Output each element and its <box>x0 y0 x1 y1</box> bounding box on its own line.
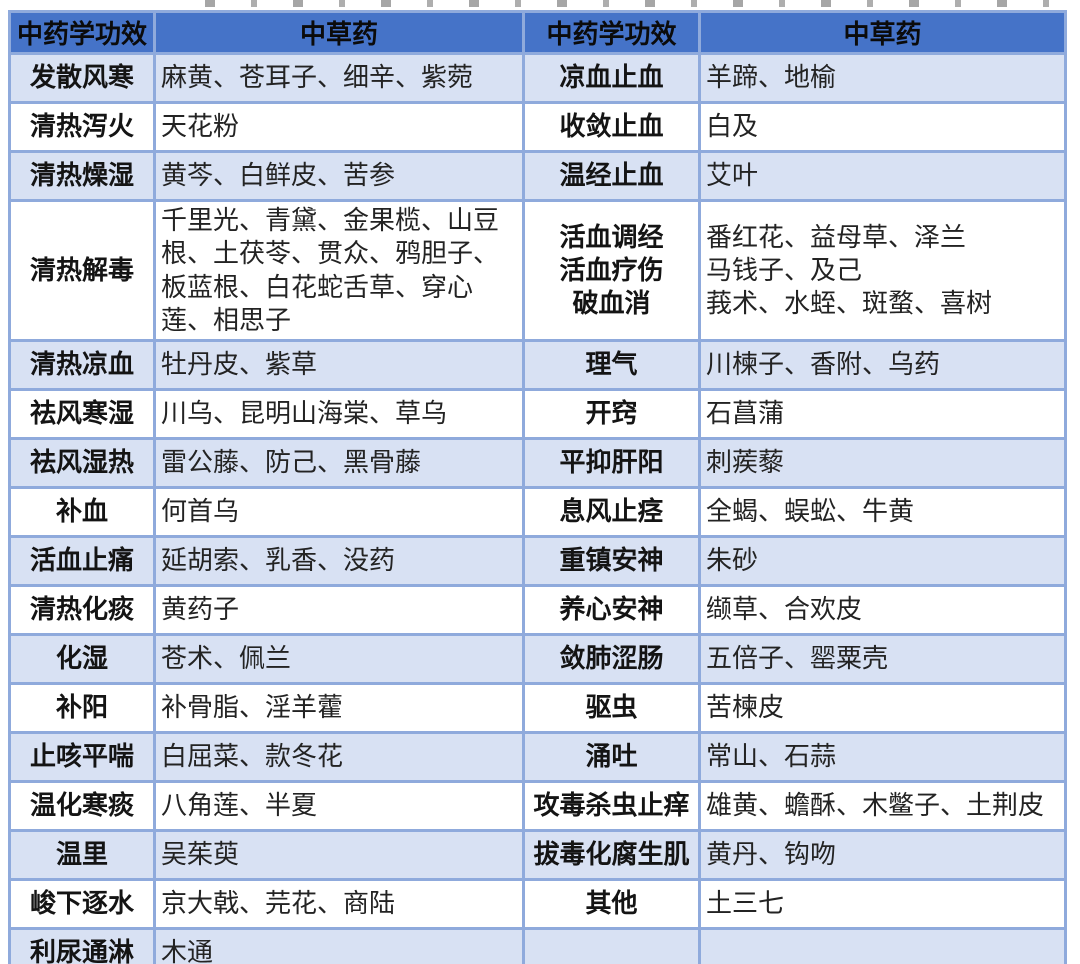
herbs-cell: 刺蒺藜 <box>698 437 1067 489</box>
herbs-cell: 黄芩、白鲜皮、苦参 <box>153 150 525 202</box>
efficacy-cell: 祛风湿热 <box>8 437 156 489</box>
herbs-cell: 苦楝皮 <box>698 682 1067 734</box>
herbs-cell: 千里光、青黛、金果榄、山豆根、土茯苓、贯众、鸦胆子、板蓝根、白花蛇舌草、穿心莲、… <box>153 199 525 342</box>
table-row: 清热燥湿 黄芩、白鲜皮、苦参 温经止血 艾叶 <box>8 150 1067 202</box>
table-row: 利尿通淋 木通 <box>8 927 1067 964</box>
efficacy-cell: 凉血止血 <box>522 52 701 104</box>
herbs-cell: 木通 <box>153 927 525 964</box>
table-row: 补阳 补骨脂、淫羊藿 驱虫 苦楝皮 <box>8 682 1067 734</box>
herbs-header-right: 中草药 <box>698 10 1067 55</box>
efficacy-cell: 重镇安神 <box>522 535 701 587</box>
efficacy-cell: 活血调经 活血疗伤 破血消 <box>522 199 701 342</box>
herbs-header-left: 中草药 <box>153 10 525 55</box>
efficacy-cell: 其他 <box>522 878 701 930</box>
herbs-cell <box>698 927 1067 964</box>
herbs-cell: 补骨脂、淫羊藿 <box>153 682 525 734</box>
efficacy-cell: 息风止痉 <box>522 486 701 538</box>
herbs-cell: 京大戟、芫花、商陆 <box>153 878 525 930</box>
efficacy-cell: 敛肺涩肠 <box>522 633 701 685</box>
efficacy-cell: 清热化痰 <box>8 584 156 636</box>
herbs-cell: 艾叶 <box>698 150 1067 202</box>
efficacy-cell: 利尿通淋 <box>8 927 156 964</box>
herbs-cell: 雄黄、蟾酥、木鳖子、土荆皮 <box>698 780 1067 832</box>
table-row: 活血止痛 延胡索、乳香、没药 重镇安神 朱砂 <box>8 535 1067 587</box>
herbs-cell: 黄药子 <box>153 584 525 636</box>
efficacy-cell: 拔毒化腐生肌 <box>522 829 701 881</box>
herbs-cell: 常山、石蒜 <box>698 731 1067 783</box>
herbs-cell: 五倍子、罂粟壳 <box>698 633 1067 685</box>
herbs-cell: 番红花、益母草、泽兰 马钱子、及己 莪术、水蛭、斑蝥、喜树 <box>698 199 1067 342</box>
efficacy-cell: 峻下逐水 <box>8 878 156 930</box>
efficacy-cell: 发散风寒 <box>8 52 156 104</box>
efficacy-cell: 温里 <box>8 829 156 881</box>
efficacy-cell: 清热解毒 <box>8 199 156 342</box>
efficacy-cell: 清热泻火 <box>8 101 156 153</box>
herbs-cell: 黄丹、钩吻 <box>698 829 1067 881</box>
herbs-cell: 苍术、佩兰 <box>153 633 525 685</box>
herbs-cell: 缬草、合欢皮 <box>698 584 1067 636</box>
herbs-cell: 川乌、昆明山海棠、草乌 <box>153 388 525 440</box>
herbs-cell: 全蝎、蜈蚣、牛黄 <box>698 486 1067 538</box>
efficacy-cell: 攻毒杀虫止痒 <box>522 780 701 832</box>
table-row: 峻下逐水 京大戟、芫花、商陆 其他 土三七 <box>8 878 1067 930</box>
efficacy-cell: 温经止血 <box>522 150 701 202</box>
efficacy-cell: 涌吐 <box>522 731 701 783</box>
efficacy-cell: 补阳 <box>8 682 156 734</box>
efficacy-cell: 清热凉血 <box>8 339 156 391</box>
efficacy-cell <box>522 927 701 964</box>
efficacy-cell: 理气 <box>522 339 701 391</box>
efficacy-header-right: 中药学功效 <box>522 10 701 55</box>
herbs-cell: 石菖蒲 <box>698 388 1067 440</box>
herbs-cell: 吴茱萸 <box>153 829 525 881</box>
herbs-cell: 何首乌 <box>153 486 525 538</box>
herbs-cell: 白及 <box>698 101 1067 153</box>
header-row: 中药学功效 中草药 中药学功效 中草药 <box>8 10 1067 55</box>
tcm-efficacy-herb-table: 中药学功效 中草药 中药学功效 中草药 发散风寒 麻黄、苍耳子、细辛、紫菀 凉血止血… <box>8 10 1067 964</box>
herbs-cell: 羊蹄、地榆 <box>698 52 1067 104</box>
herbs-cell: 雷公藤、防己、黑骨藤 <box>153 437 525 489</box>
herbs-cell: 牡丹皮、紫草 <box>153 339 525 391</box>
efficacy-cell: 祛风寒湿 <box>8 388 156 440</box>
herbs-cell: 白屈菜、款冬花 <box>153 731 525 783</box>
efficacy-cell: 平抑肝阳 <box>522 437 701 489</box>
herbs-cell: 八角莲、半夏 <box>153 780 525 832</box>
table-row: 发散风寒 麻黄、苍耳子、细辛、紫菀 凉血止血 羊蹄、地榆 <box>8 52 1067 104</box>
table-row: 清热化痰 黄药子 养心安神 缬草、合欢皮 <box>8 584 1067 636</box>
efficacy-cell: 驱虫 <box>522 682 701 734</box>
herbs-cell: 麻黄、苍耳子、细辛、紫菀 <box>153 52 525 104</box>
herbs-cell: 朱砂 <box>698 535 1067 587</box>
efficacy-cell: 养心安神 <box>522 584 701 636</box>
table-row: 温化寒痰 八角莲、半夏 攻毒杀虫止痒 雄黄、蟾酥、木鳖子、土荆皮 <box>8 780 1067 832</box>
herbs-cell: 土三七 <box>698 878 1067 930</box>
table-row: 补血 何首乌 息风止痉 全蝎、蜈蚣、牛黄 <box>8 486 1067 538</box>
table-row: 清热解毒 千里光、青黛、金果榄、山豆根、土茯苓、贯众、鸦胆子、板蓝根、白花蛇舌草、… <box>8 199 1067 342</box>
table-row: 祛风寒湿 川乌、昆明山海棠、草乌 开窍 石菖蒲 <box>8 388 1067 440</box>
efficacy-cell: 温化寒痰 <box>8 780 156 832</box>
efficacy-cell: 收敛止血 <box>522 101 701 153</box>
efficacy-cell: 清热燥湿 <box>8 150 156 202</box>
table-row: 祛风湿热 雷公藤、防己、黑骨藤 平抑肝阳 刺蒺藜 <box>8 437 1067 489</box>
efficacy-header-left: 中药学功效 <box>8 10 156 55</box>
efficacy-cell: 止咳平喘 <box>8 731 156 783</box>
table-row: 止咳平喘 白屈菜、款冬花 涌吐 常山、石蒜 <box>8 731 1067 783</box>
table-row: 清热泻火 天花粉 收敛止血 白及 <box>8 101 1067 153</box>
herbs-cell: 天花粉 <box>153 101 525 153</box>
efficacy-cell: 开窍 <box>522 388 701 440</box>
efficacy-cell: 活血止痛 <box>8 535 156 587</box>
table-body: 发散风寒 麻黄、苍耳子、细辛、紫菀 凉血止血 羊蹄、地榆 清热泻火 天花粉 收敛止血 白及 清热… <box>8 52 1067 964</box>
table-row: 温里 吴茱萸 拔毒化腐生肌 黄丹、钩吻 <box>8 829 1067 881</box>
efficacy-cell: 补血 <box>8 486 156 538</box>
efficacy-cell: 化湿 <box>8 633 156 685</box>
herbs-cell: 延胡索、乳香、没药 <box>153 535 525 587</box>
cropped-text-remnant <box>205 0 1065 7</box>
table-row: 化湿 苍术、佩兰 敛肺涩肠 五倍子、罂粟壳 <box>8 633 1067 685</box>
herbs-cell: 川楝子、香附、乌药 <box>698 339 1067 391</box>
table-row: 清热凉血 牡丹皮、紫草 理气 川楝子、香附、乌药 <box>8 339 1067 391</box>
